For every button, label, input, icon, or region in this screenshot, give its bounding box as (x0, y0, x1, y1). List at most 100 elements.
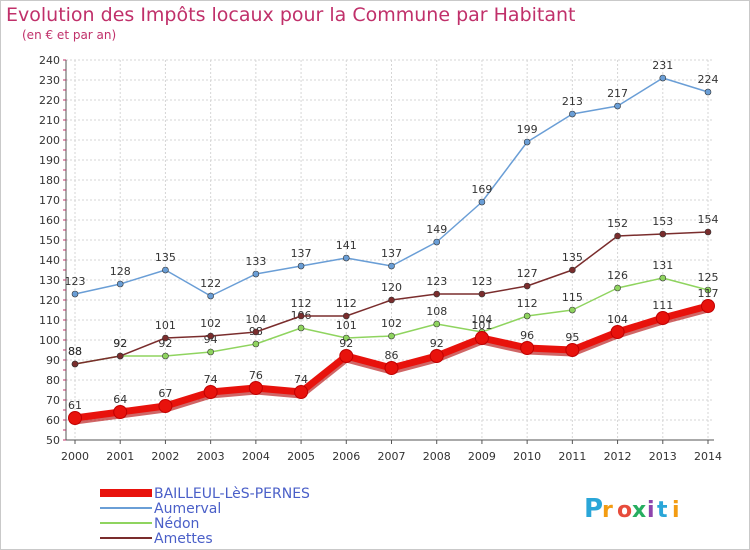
y-tick-label: 70 (46, 394, 60, 407)
data-label: 111 (652, 299, 673, 312)
data-point (701, 299, 715, 313)
series-group: 123 128 135 122 133 137 141 137 149 169 199 213 217 2… (65, 59, 719, 425)
x-tick-label: 2013 (649, 450, 677, 463)
data-label: 137 (291, 247, 312, 260)
series-0: 61 64 67 74 76 74 92 86 92 101 96 95 104 111 117 (68, 287, 719, 425)
x-tick-label: 2012 (604, 450, 632, 463)
x-tick-label: 2010 (513, 450, 541, 463)
data-label: 101 (155, 319, 176, 332)
data-label: 217 (607, 87, 628, 100)
proxiti-logo: Pr o x i t i (584, 494, 680, 524)
data-point (523, 282, 531, 290)
data-point (474, 331, 489, 345)
data-label: 127 (517, 267, 538, 280)
data-label: 95 (565, 331, 579, 344)
y-tick-label: 60 (46, 414, 60, 427)
data-label: 64 (113, 393, 127, 406)
series-1: 123 128 135 122 133 137 141 137 149 169 199 213 217 2… (65, 59, 719, 300)
logo-letter: r (602, 498, 613, 523)
data-label: 126 (607, 269, 628, 282)
data-point (388, 262, 395, 270)
data-label: 122 (200, 277, 221, 290)
logo-letter: x (632, 498, 646, 523)
data-label: 133 (245, 255, 266, 268)
x-tick-label: 2005 (287, 450, 315, 463)
y-tick-label: 220 (39, 94, 60, 107)
data-label: 135 (562, 251, 583, 264)
legend-label: Nédon (154, 516, 199, 532)
data-point (429, 349, 444, 363)
data-label: 149 (426, 223, 447, 236)
data-label: 135 (155, 251, 176, 264)
data-label: 123 (471, 275, 492, 288)
data-label: 154 (698, 213, 719, 226)
data-point (388, 296, 395, 304)
data-label: 153 (652, 215, 673, 228)
y-tick-label: 150 (39, 234, 60, 247)
logo-letter: i (647, 498, 655, 523)
data-label: 117 (698, 287, 719, 300)
x-tick-labels: 2000 2001 2002 2003 2004 2005 2006 2007 2008 2009… (61, 450, 722, 463)
data-point (614, 232, 621, 240)
data-point (388, 332, 395, 340)
data-point (342, 334, 350, 342)
data-point (203, 385, 218, 399)
data-point (158, 399, 173, 413)
data-label: 112 (291, 297, 312, 310)
data-label: 101 (336, 319, 357, 332)
data-point (116, 280, 124, 288)
x-tick-label: 2011 (558, 450, 586, 463)
y-tick-label: 50 (46, 434, 60, 447)
y-tick-label: 210 (39, 114, 60, 127)
data-label: 76 (249, 369, 263, 382)
data-label: 92 (158, 337, 172, 350)
data-label: 104 (607, 313, 628, 326)
x-tick-label: 2004 (242, 450, 270, 463)
y-tick-label: 180 (39, 174, 60, 187)
data-label: 131 (652, 259, 673, 272)
data-point (71, 360, 79, 368)
data-point (207, 348, 214, 356)
y-tick-label: 160 (39, 214, 60, 227)
data-point (659, 230, 667, 238)
data-point (704, 228, 712, 236)
data-label: 112 (517, 297, 538, 310)
data-point (569, 110, 576, 118)
data-label: 101 (471, 319, 492, 332)
y-tick-label: 90 (46, 354, 60, 367)
data-point (342, 312, 350, 320)
x-tick-label: 2003 (197, 450, 225, 463)
data-point (614, 102, 621, 110)
data-label: 92 (339, 337, 353, 350)
data-point (704, 286, 712, 294)
data-label: 120 (381, 281, 402, 294)
data-label: 125 (698, 271, 719, 284)
y-tick-label: 240 (39, 54, 60, 67)
data-point (252, 328, 260, 336)
data-point (116, 352, 124, 360)
data-label: 102 (200, 317, 221, 330)
data-point (339, 349, 354, 363)
data-label: 128 (110, 265, 131, 278)
y-tick-label: 200 (39, 134, 60, 147)
data-label: 108 (426, 305, 447, 318)
data-label: 104 (245, 313, 266, 326)
data-point (704, 88, 712, 96)
y-tick-label: 190 (39, 154, 60, 167)
data-label: 123 (426, 275, 447, 288)
legend-label: Amettes (154, 531, 213, 547)
logo-letter: o (617, 498, 632, 523)
legend-label: Aumerval (154, 501, 221, 517)
legend-label: BAILLEUL-LèS-PERNES (154, 486, 310, 502)
x-tick-label: 2002 (151, 450, 179, 463)
data-point (478, 290, 486, 298)
data-label: 137 (381, 247, 402, 260)
data-label: 92 (113, 337, 127, 350)
y-tick-label: 80 (46, 374, 60, 387)
data-point (162, 352, 169, 360)
data-label: 74 (294, 373, 308, 386)
data-point (342, 254, 350, 262)
